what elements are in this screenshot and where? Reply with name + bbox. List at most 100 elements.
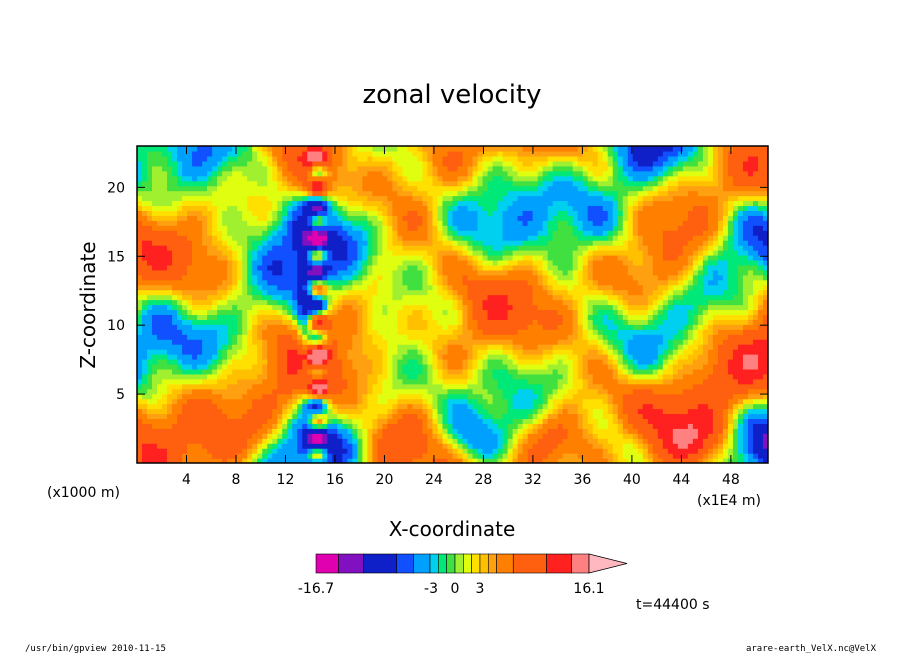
heatmap-cell (507, 423, 519, 429)
heatmap-cell (697, 428, 714, 434)
heatmap-cell (632, 200, 639, 207)
heatmap-cell (617, 368, 624, 375)
heatmap-cell (372, 146, 399, 152)
heatmap-cell (287, 299, 293, 306)
heatmap-cell (587, 334, 599, 340)
heatmap-cell (227, 245, 233, 251)
heatmap-cell (232, 339, 238, 345)
heatmap-cell (747, 448, 754, 454)
heatmap-cell (357, 373, 368, 380)
heatmap-cell (467, 170, 474, 177)
heatmap-cell (432, 408, 439, 415)
heatmap-cell (277, 284, 298, 291)
heatmap-cell (682, 324, 689, 330)
heatmap-cell (262, 339, 268, 345)
heatmap-cell (612, 230, 619, 236)
heatmap-cell (297, 314, 308, 320)
heatmap-cell (267, 180, 278, 187)
colorbar-segment (429, 553, 439, 574)
heatmap-cell (702, 264, 709, 271)
heatmap-cell (502, 250, 514, 256)
heatmap-cell (312, 284, 318, 291)
heatmap-cell (757, 259, 764, 266)
heatmap-cell (447, 458, 464, 463)
heatmap-cell (262, 150, 268, 157)
heatmap-cell (452, 215, 479, 221)
heatmap-cell (327, 354, 333, 360)
heatmap-cell (592, 314, 604, 320)
heatmap-cell (732, 175, 768, 182)
heatmap-cell (587, 210, 609, 216)
heatmap-cell (237, 259, 243, 266)
heatmap-cell (762, 373, 768, 380)
heatmap-cell (597, 433, 624, 439)
heatmap-cell (352, 428, 358, 434)
heatmap-cell (727, 165, 744, 172)
heatmap-cell (612, 403, 619, 410)
heatmap-cell (317, 284, 323, 291)
heatmap-cell (472, 264, 479, 271)
heatmap-cell (397, 324, 409, 330)
heatmap-cell (252, 329, 258, 335)
heatmap-cell (722, 458, 729, 463)
heatmap-cell (577, 423, 584, 429)
heatmap-cell (307, 250, 313, 256)
heatmap-cell (262, 453, 268, 459)
heatmap-cell (527, 458, 544, 463)
heatmap-cell (742, 358, 759, 365)
heatmap-cell (437, 354, 444, 360)
heatmap-cell (577, 358, 584, 365)
heatmap-cell (717, 180, 724, 187)
heatmap-cell (297, 408, 303, 415)
heatmap-cell (617, 373, 629, 380)
heatmap-cell (352, 418, 363, 424)
heatmap-cell (467, 453, 474, 459)
heatmap-cell (482, 393, 494, 400)
heatmap-cell (512, 349, 524, 355)
heatmap-cell (227, 299, 268, 306)
heatmap-cell (257, 215, 268, 221)
heatmap-cell (267, 344, 278, 350)
heatmap-cell (272, 215, 278, 221)
heatmap-cell (687, 423, 694, 429)
heatmap-cell (302, 284, 308, 291)
heatmap-cell (257, 373, 268, 380)
heatmap-cell (357, 448, 363, 454)
heatmap-cell (397, 190, 414, 197)
heatmap-cell (322, 180, 328, 187)
heatmap-cell (357, 329, 363, 335)
heatmap-cell (247, 205, 273, 211)
heatmap-cell (572, 225, 579, 231)
heatmap-cell (242, 448, 248, 454)
heatmap-cell (392, 289, 429, 296)
heatmap-cell (637, 160, 654, 167)
heatmap-cell (182, 393, 223, 400)
heatmap-cell (287, 309, 293, 315)
heatmap-cell (167, 458, 183, 463)
heatmap-cell (177, 358, 183, 365)
heatmap-cell (367, 314, 373, 320)
heatmap-cell (712, 170, 719, 177)
heatmap-cell (762, 304, 768, 311)
heatmap-cell (432, 433, 439, 439)
heatmap-cell (722, 175, 734, 182)
heatmap-cell (137, 165, 143, 172)
heatmap-cell (212, 230, 223, 236)
heatmap-cell (517, 438, 524, 444)
heatmap-cell (317, 344, 323, 350)
heatmap-cell (587, 250, 594, 256)
heatmap-cell (137, 388, 148, 395)
heatmap-cell (342, 433, 353, 439)
heatmap-cell (737, 378, 754, 385)
heatmap-cell (222, 170, 233, 177)
heatmap-cell (532, 259, 544, 266)
heatmap-cell (722, 418, 729, 424)
heatmap-cell (357, 274, 363, 281)
heatmap-cell (677, 175, 714, 182)
heatmap-cell (627, 220, 634, 226)
heatmap-cell (387, 423, 424, 429)
heatmap-cell (277, 363, 288, 370)
heatmap-cell (287, 205, 293, 211)
heatmap-cell (662, 150, 679, 157)
heatmap-cell (532, 413, 539, 420)
